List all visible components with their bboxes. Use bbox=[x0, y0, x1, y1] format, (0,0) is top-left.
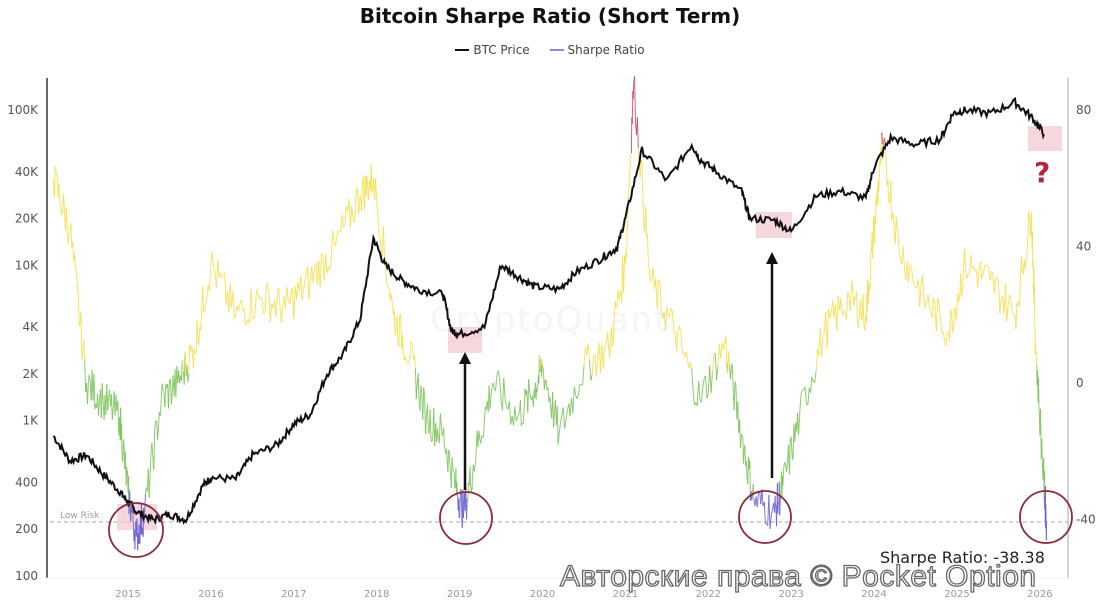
left-axis-ticks: 100 200 400 1K 2K 4K 10K 20K 40K 100K bbox=[7, 103, 39, 583]
copyright-watermark: Авторские права © Pocket Option bbox=[559, 559, 1037, 593]
legend-item-btc-price[interactable]: BTC Price bbox=[455, 43, 530, 57]
x-tick-label: 2016 bbox=[198, 589, 223, 600]
circle-2015-bottom bbox=[108, 502, 164, 558]
left-tick-label: 200 bbox=[15, 522, 38, 536]
x-tick-label: 2020 bbox=[530, 589, 555, 600]
x-tick-label: 2023 bbox=[778, 589, 803, 600]
sharpe-ratio-readout: Sharpe Ratio: -38.38 bbox=[880, 548, 1045, 567]
left-tick-label: 10K bbox=[15, 258, 39, 272]
left-tick-label: 40K bbox=[15, 165, 39, 179]
right-tick-label: 40 bbox=[1076, 240, 1091, 254]
right-tick-label: 0 bbox=[1076, 376, 1084, 390]
highlight-box-2023 bbox=[756, 212, 792, 238]
x-tick-label: 2024 bbox=[861, 589, 886, 600]
left-tick-label: 100K bbox=[7, 103, 39, 117]
right-tick-label: -40 bbox=[1076, 513, 1096, 527]
x-tick-label: 2017 bbox=[281, 589, 306, 600]
btc-price-line bbox=[52, 96, 1045, 525]
arrow-2023 bbox=[766, 252, 778, 478]
source-watermark: CryptoQuant bbox=[430, 300, 670, 340]
legend-swatch-btc-price bbox=[455, 49, 470, 51]
legend-label-btc-price: BTC Price bbox=[473, 43, 530, 57]
left-tick-label: 20K bbox=[15, 212, 39, 226]
x-tick-label: 2021 bbox=[613, 589, 638, 600]
highlight-box-current bbox=[1028, 126, 1062, 151]
circle-2023-bottom bbox=[738, 490, 792, 544]
left-tick-label: 2K bbox=[22, 367, 39, 381]
x-tick-label: 2019 bbox=[447, 589, 472, 600]
legend-item-sharpe-ratio[interactable]: Sharpe Ratio bbox=[549, 43, 645, 57]
x-tick-label: 2015 bbox=[115, 589, 140, 600]
left-tick-label: 100 bbox=[15, 569, 38, 583]
x-tick-label: 2022 bbox=[696, 589, 721, 600]
x-axis-ticks: 2015 2016 2017 2018 2019 2020 2021 2022 2023 2024… bbox=[115, 589, 1052, 600]
left-tick-label: 4K bbox=[22, 320, 39, 334]
left-tick-label: 1K bbox=[22, 414, 39, 428]
chart-title: Bitcoin Sharpe Ratio (Short Term) bbox=[359, 4, 741, 28]
circle-current-bottom bbox=[1019, 490, 1073, 544]
legend-label-sharpe-ratio: Sharpe Ratio bbox=[567, 43, 645, 57]
right-axis-ticks: -40 0 40 80 bbox=[1076, 103, 1096, 527]
question-mark-annotation: ? bbox=[1034, 156, 1051, 189]
left-tick-label: 400 bbox=[15, 475, 38, 489]
legend-swatch-sharpe-ratio bbox=[549, 49, 564, 51]
chart-legend: BTC Price Sharpe Ratio bbox=[0, 40, 1100, 57]
circle-2019-bottom bbox=[439, 491, 493, 545]
arrow-2019 bbox=[459, 352, 471, 490]
x-tick-label: 2026 bbox=[1027, 589, 1052, 600]
low-risk-label: Low Risk bbox=[60, 511, 100, 521]
x-tick-label: 2025 bbox=[944, 589, 969, 600]
x-tick-label: 2018 bbox=[364, 589, 389, 600]
sharpe-ratio-line bbox=[52, 76, 1047, 551]
right-tick-label: 80 bbox=[1076, 103, 1091, 117]
